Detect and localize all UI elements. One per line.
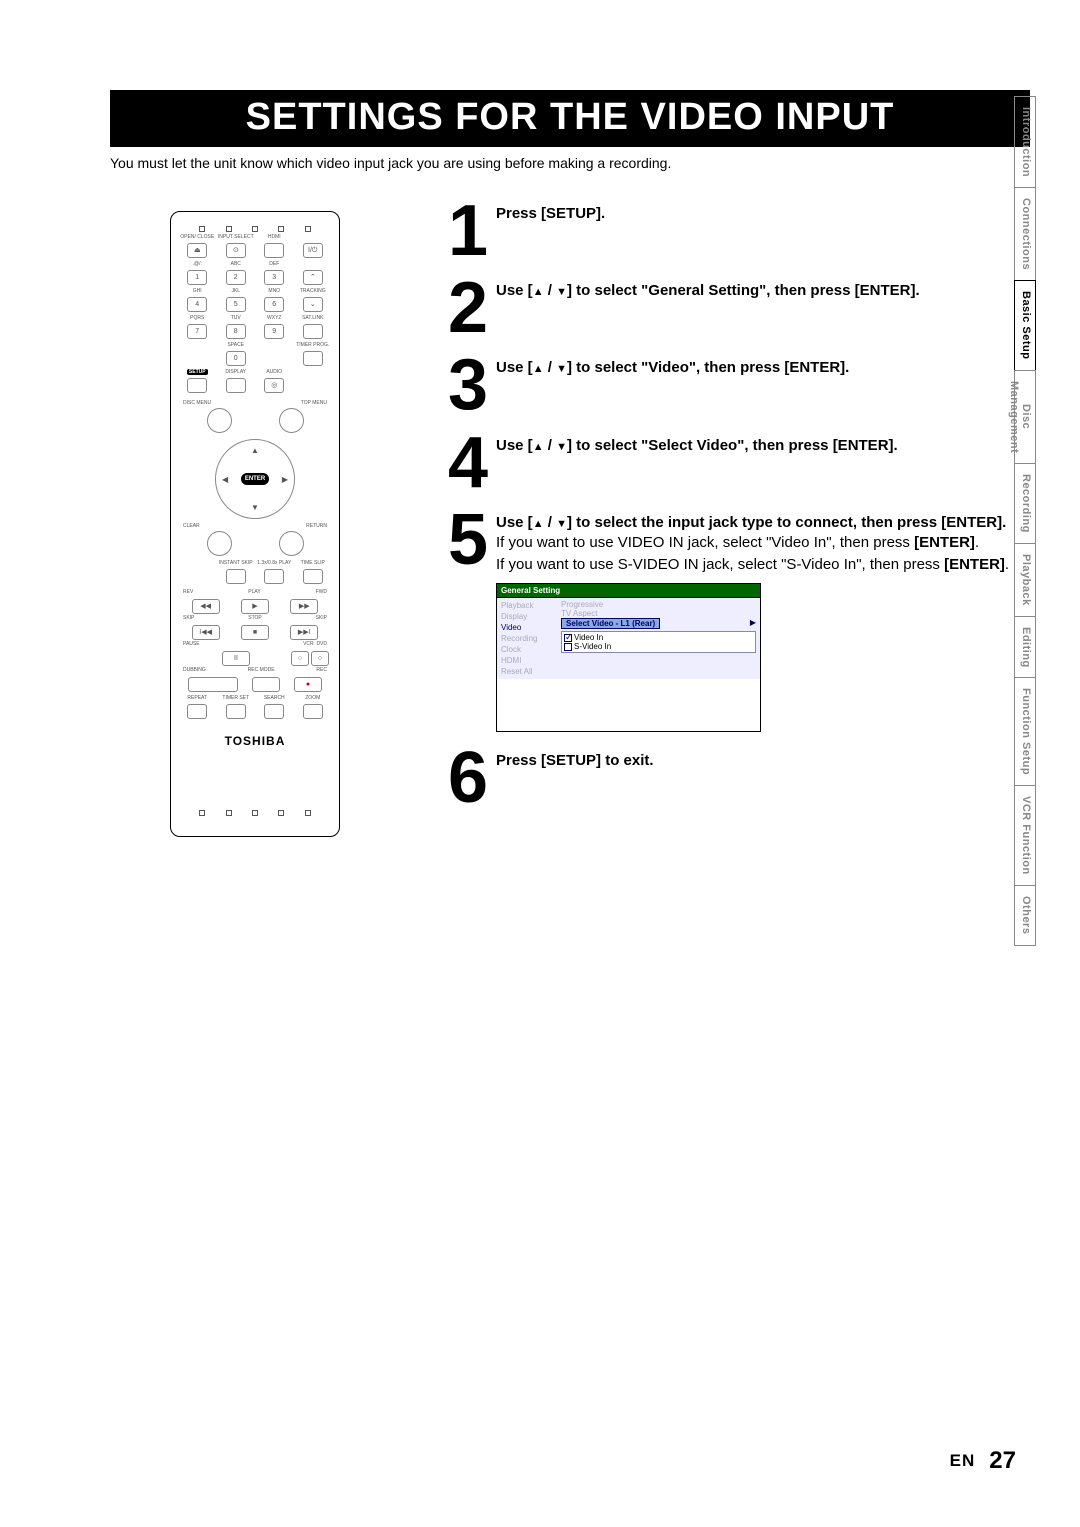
section-tab: Connections (1014, 187, 1036, 281)
section-tab: DiscManagement (1014, 370, 1036, 464)
section-tabs: IntroductionConnectionsBasic SetupDiscMa… (1014, 96, 1036, 946)
step: 1Press [SETUP]. (440, 201, 1030, 262)
section-tab: Playback (1014, 543, 1036, 617)
step-body: Use [ / ] to select "General Setting", t… (496, 278, 920, 299)
step: 2Use [ / ] to select "General Setting", … (440, 278, 1030, 339)
step-number: 5 (440, 510, 496, 571)
section-tab: Function Setup (1014, 677, 1036, 786)
step-body: Use [ / ] to select the input jack type … (496, 510, 1009, 733)
section-tab: VCR Function (1014, 785, 1036, 886)
step: 3Use [ / ] to select "Video", then press… (440, 355, 1030, 416)
section-tab: Recording (1014, 463, 1036, 544)
step-number: 2 (440, 278, 496, 339)
step-number: 4 (440, 433, 496, 494)
section-tab: Introduction (1014, 96, 1036, 188)
steps-column: 1Press [SETUP]. 2Use [ / ] to select "Gen… (440, 201, 1030, 837)
step: 4Use [ / ] to select "Select Video", the… (440, 433, 1030, 494)
brand-logo: TOSHIBA (179, 734, 331, 748)
step-body: Use [ / ] to select "Select Video", then… (496, 433, 898, 454)
remote-illustration: OPEN/ CLOSE INPUT SELECT HDMI ⏏ ⊙ I/⏻ .@… (110, 201, 400, 837)
step-body: Use [ / ] to select "Video", then press … (496, 355, 849, 376)
step-number: 3 (440, 355, 496, 416)
section-tab: Basic Setup (1014, 280, 1036, 370)
page-title: SETTINGS FOR THE VIDEO INPUT (110, 90, 1030, 147)
step: 5Use [ / ] to select the input jack type… (440, 510, 1030, 733)
section-tab: Others (1014, 885, 1036, 945)
step-number: 1 (440, 201, 496, 262)
step-body: Press [SETUP] to exit. (496, 748, 654, 769)
intro-text: You must let the unit know which video i… (110, 155, 1030, 171)
step-body: Press [SETUP]. (496, 201, 605, 222)
section-tab: Editing (1014, 616, 1036, 679)
step: 6Press [SETUP] to exit. (440, 748, 1030, 809)
onscreen-menu: General SettingPlaybackDisplayVideoRecor… (496, 583, 761, 732)
step-number: 6 (440, 748, 496, 809)
page-footer: EN27 (950, 1447, 1016, 1475)
